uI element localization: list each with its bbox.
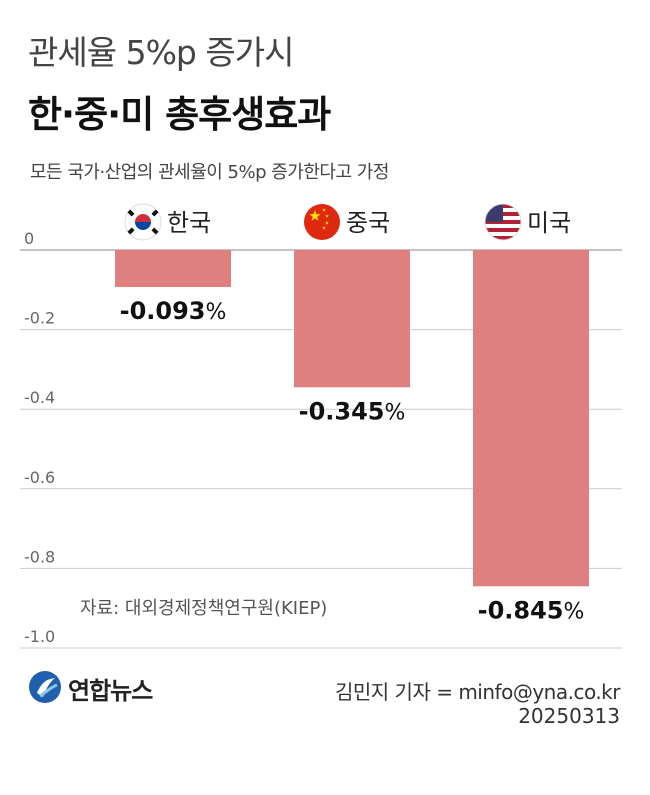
yonhap-logo-icon (29, 671, 61, 703)
category-label: 한국 (167, 209, 211, 237)
china-flag-icon (304, 204, 340, 240)
logo-text: 연합뉴스 (68, 677, 153, 705)
bar-chart: 0 -0.2 -0.4 -0.6 -0.8 -1.0 -0.093% -0.345% -0.84… (20, 203, 622, 649)
korea-flag-icon (124, 203, 162, 241)
source-note: 자료: 대외경제정책연구원(KIEP) (80, 598, 327, 619)
category-label: 중국 (346, 209, 390, 237)
reporter-credit: 김민지 기자 = minfo@yna.co.kr (335, 680, 621, 704)
usa-flag-icon (484, 203, 522, 241)
y-tick-label: -1.0 (24, 627, 55, 646)
y-tick-label: -0.4 (24, 388, 55, 407)
y-tick-label: -0.8 (24, 547, 55, 566)
bar (115, 250, 231, 288)
bar (473, 250, 589, 587)
data-label: -0.845% (478, 596, 585, 624)
publish-date: 20250313 (518, 704, 620, 728)
yonhap-logo: 연합뉴스 (28, 667, 198, 707)
y-tick-label: -0.2 (24, 309, 55, 328)
y-tick-label: 0 (24, 229, 34, 248)
bar (294, 250, 410, 388)
data-label: -0.345% (299, 397, 406, 425)
subtitle: 모든 국가·산업의 관세율이 5%p 증가한다고 가정 (30, 162, 389, 183)
title-line-2: 한·중·미 총후생효과 (28, 93, 331, 136)
title-line-1: 관세율 5%p 증가시 (28, 33, 294, 72)
category-label: 미국 (527, 209, 571, 237)
y-tick-label: -0.6 (24, 468, 55, 487)
data-label: -0.093% (120, 297, 227, 325)
